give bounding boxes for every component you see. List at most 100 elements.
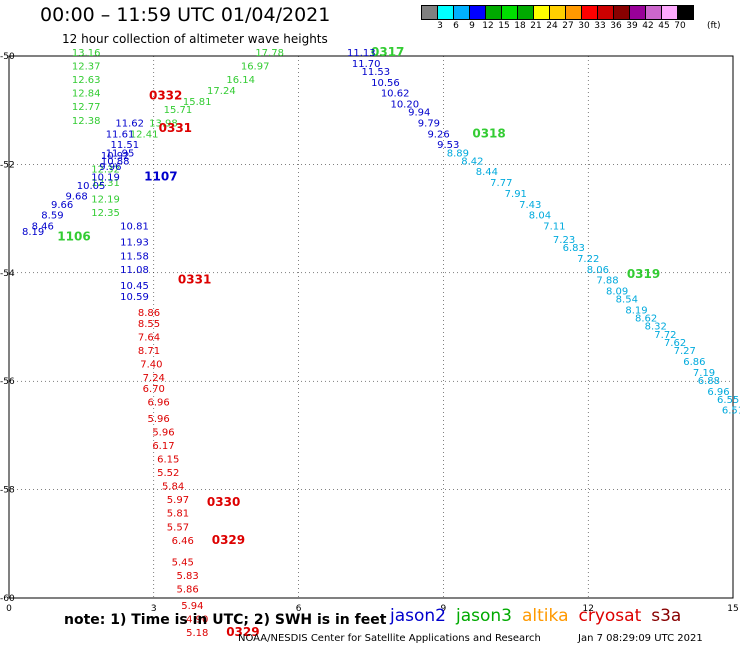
swh-value: 8.71 <box>138 346 160 357</box>
swh-value: 7.72 <box>654 330 676 341</box>
swh-value: 6.86 <box>683 357 705 368</box>
swh-value: 5.57 <box>167 522 189 533</box>
swh-value: 7.62 <box>664 338 686 349</box>
page-title: 00:00 – 11:59 UTC 01/04/2021 <box>40 4 331 26</box>
legend-tick: 30 <box>578 21 590 31</box>
swh-value: 7.77 <box>490 178 512 189</box>
swh-value: 12.41 <box>130 129 159 140</box>
swh-value: 9.94 <box>408 108 430 119</box>
legend-swatches <box>421 5 694 20</box>
swh-value: 8.46 <box>32 221 54 232</box>
swh-value: 6.55 <box>717 395 739 406</box>
swh-value: 5.83 <box>176 571 198 582</box>
track-cryosat: 8.868.55 7.64 8.71 7.40 7.246.70 6.96 5.96 5.96… <box>138 273 211 507</box>
swh-value: 7.11 <box>543 221 565 232</box>
legend-tick: 18 <box>514 21 526 31</box>
swh-value: 6.70 <box>143 384 165 395</box>
track-cryosat: 0331 <box>159 121 192 135</box>
swh-value: 6.51 <box>722 406 740 417</box>
legend-swatch <box>677 5 694 20</box>
swh-value: 8.32 <box>645 322 667 333</box>
pass-time-label: 0318 <box>472 126 505 140</box>
swh-value: 11.95 <box>106 148 135 159</box>
swh-value: 10.88 <box>101 156 130 167</box>
x-tick-label: 6 <box>296 604 302 614</box>
swh-value: 5.84 <box>162 482 184 493</box>
swh-value: 11.62 <box>115 118 144 129</box>
swh-value: 12.37 <box>72 62 101 73</box>
swh-value: 8.59 <box>41 211 63 222</box>
swh-value: 10.56 <box>371 78 400 89</box>
swh-value: 10.59 <box>120 292 149 303</box>
satellite-name-altika: altika <box>522 606 569 626</box>
swh-value: 7.22 <box>577 254 599 265</box>
swh-value: 5.96 <box>147 414 169 425</box>
x-tick-label: 0 <box>6 604 12 614</box>
swh-value: 11.53 <box>362 67 391 78</box>
swh-value: 8.62 <box>635 314 657 325</box>
swh-value: 7.40 <box>140 360 162 371</box>
swh-value: 12.32 <box>91 165 120 176</box>
swh-value: 9.79 <box>418 118 440 129</box>
legend-tick: 12 <box>482 21 494 31</box>
pass-time-label: 0331 <box>159 121 192 135</box>
swh-value: 8.55 <box>138 319 160 330</box>
pass-time-label: 0329 <box>226 625 259 639</box>
y-tick-label: -50 <box>0 52 15 62</box>
altimeter-tracks: 13.16 12.37 12.63 12.84 12.77 12.38 12.32 12.31… <box>22 45 740 639</box>
swh-value: 5.52 <box>157 468 179 479</box>
pass-time-label: 1106 <box>57 229 90 243</box>
track-jason3: 0318 <box>472 126 505 140</box>
swh-value: 11.70 <box>352 59 381 70</box>
satellite-name-s3a: s3a <box>651 606 682 626</box>
swh-value: 9.53 <box>437 140 459 151</box>
swh-value: 17.78 <box>255 48 284 59</box>
swh-value: 7.19 <box>693 368 715 379</box>
legend-unit: (ft) <box>707 21 721 31</box>
map-grid: 0 3 6 9 12 15 -50 -52 -54 -56 -58 -60 <box>0 52 739 614</box>
credit-line: NOAA/NESDIS Center for Satellite Applica… <box>238 633 541 644</box>
swh-value: 11.13 <box>347 48 376 59</box>
swh-value: 7.88 <box>596 276 618 287</box>
swh-value: 10.62 <box>381 89 410 100</box>
swh-value: 12.77 <box>72 102 101 113</box>
legend-tick: 36 <box>610 21 622 31</box>
swh-value: 8.19 <box>22 227 44 238</box>
swh-value: 5.86 <box>176 585 198 596</box>
legend-tick: 27 <box>562 21 574 31</box>
track-jason3: 13.16 12.37 12.63 12.84 12.77 12.38 12.32 12.31… <box>57 48 120 243</box>
swh-value: 16.14 <box>226 75 255 86</box>
swh-value: 12.19 <box>91 194 120 205</box>
swh-value: 10.20 <box>390 99 419 110</box>
swh-value: 7.43 <box>519 200 541 211</box>
y-tick-label: -58 <box>0 486 15 496</box>
swh-value: 8.42 <box>461 156 483 167</box>
track-cryosat: 0332 <box>149 88 182 102</box>
y-tick-label: -60 <box>0 594 15 604</box>
legend-tick: 42 <box>642 21 654 31</box>
swh-value: 6.15 <box>157 455 179 466</box>
x-tick-label: 15 <box>727 604 738 614</box>
legend-tick: 9 <box>469 21 475 31</box>
swh-value: 15.71 <box>164 105 193 116</box>
x-tick-label: 12 <box>582 604 593 614</box>
swh-value: 6.96 <box>147 398 169 409</box>
swh-value: 8.54 <box>616 295 638 306</box>
swh-value: 5.81 <box>167 509 189 520</box>
swh-value: 7.91 <box>505 189 527 200</box>
swh-value: 9.66 <box>51 200 73 211</box>
generated-timestamp: Jan 7 08:29:09 UTC 2021 <box>578 633 703 644</box>
swh-value: 8.86 <box>138 308 160 319</box>
pass-time-label: 0319 <box>627 267 660 281</box>
swh-value: 6.83 <box>563 243 585 254</box>
swh-value: 7.27 <box>674 346 696 357</box>
swh-value: 5.94 <box>181 601 203 612</box>
swh-value: 12.63 <box>72 75 101 86</box>
swh-value: 12.31 <box>91 178 120 189</box>
track-s3a: 8.898.428.447.777.917.438.047.11 7.236.83… <box>447 148 740 416</box>
swh-value: 17.24 <box>207 86 236 97</box>
swh-value: 11.61 <box>106 129 135 140</box>
track-cryosat: 0329 <box>226 625 259 639</box>
